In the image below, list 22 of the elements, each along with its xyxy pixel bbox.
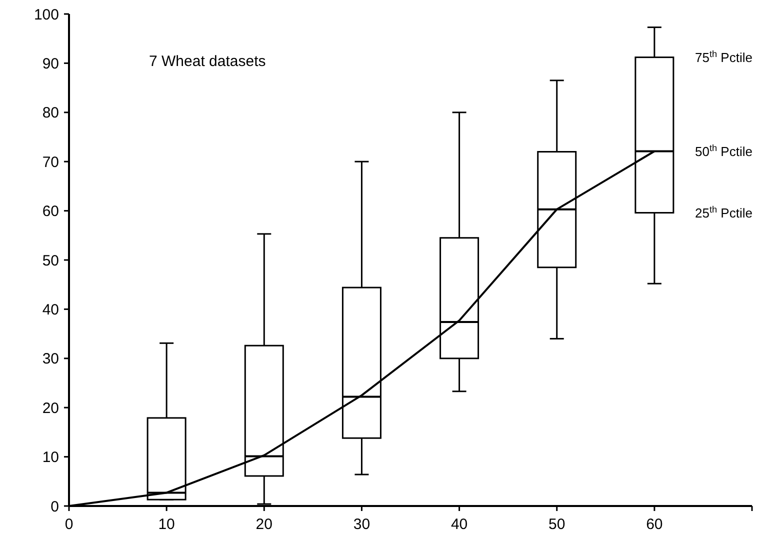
y-tick-label: 80 (42, 104, 59, 122)
annotation: 50$^{th}$ Pctile (695, 142, 752, 159)
y-tick-label: 60 (42, 203, 59, 220)
y-tick-label: 10 (42, 449, 59, 466)
y-tick-label: 40 (42, 301, 59, 318)
x-tick-label: 20 (256, 516, 272, 533)
x-tick-label: 30 (353, 516, 370, 533)
y-tick-label: 70 (42, 154, 59, 171)
y-tick-label: 90 (42, 55, 59, 72)
y-tick-label: 100 (34, 6, 59, 24)
x-tick-label: 0 (64, 516, 74, 533)
y-tick-label: 20 (42, 400, 59, 417)
x-tick-label: 60 (646, 516, 663, 533)
x-tick-label: 40 (450, 516, 468, 533)
y-tick-label: 50 (42, 252, 59, 270)
y-tick-label: 30 (42, 350, 59, 368)
x-tick-label: 50 (548, 516, 566, 533)
x-tick-label: 10 (158, 516, 175, 533)
annotation: 7 Wheat datasets (149, 53, 266, 70)
y-tick-label: 0 (50, 498, 59, 516)
annotation: 75$^{th}$ Pctile (695, 48, 752, 65)
annotation: 25$^{th}$ Pctile (695, 204, 752, 220)
